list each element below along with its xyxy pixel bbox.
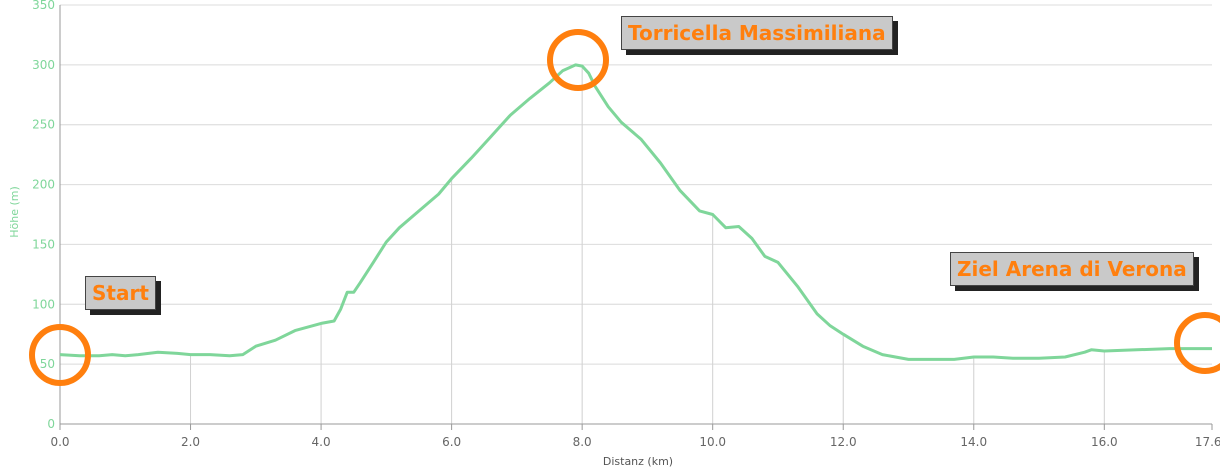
start-callout: Start (85, 276, 156, 310)
x-axis-title: Distanz (km) (603, 455, 673, 468)
x-tick-label: 16.0 (1091, 435, 1118, 449)
y-tick-label: 150 (32, 237, 55, 251)
finish-callout: Ziel Arena di Verona (950, 252, 1194, 286)
finish-marker (1174, 312, 1220, 374)
x-tick-label: 6.0 (442, 435, 461, 449)
elevation-line (59, 63, 1212, 361)
x-tick-label: 0.0 (50, 435, 69, 449)
y-ticks: 0 50 100 150 200 250 300 350 (32, 0, 55, 431)
x-tick-label: 12.0 (830, 435, 857, 449)
chart-axes (59, 5, 1213, 430)
x-tick-label: 10.0 (699, 435, 726, 449)
y-tick-label: 200 (32, 178, 55, 192)
y-tick-label: 100 (32, 297, 55, 311)
x-tick-label: 4.0 (312, 435, 331, 449)
y-tick-label: 350 (32, 0, 55, 12)
y-tick-label: 0 (47, 417, 55, 431)
x-tick-label: 8.0 (573, 435, 592, 449)
x-ticks: 0.0 2.0 4.0 6.0 8.0 10.0 12.0 14.0 16.0 17.65 (50, 435, 1220, 449)
x-tick-label: 14.0 (960, 435, 987, 449)
y-tick-label: 250 (32, 118, 55, 132)
chart-grid (60, 4, 1212, 424)
y-tick-label: 50 (40, 357, 55, 371)
peak-marker (547, 29, 609, 91)
peak-callout: Torricella Massimiliana (621, 16, 893, 50)
start-marker (29, 324, 91, 386)
x-tick-label: 17.65 (1195, 435, 1220, 449)
y-tick-label: 300 (32, 58, 55, 72)
y-axis-title: Höhe (m) (8, 186, 21, 238)
x-tick-label: 2.0 (181, 435, 200, 449)
